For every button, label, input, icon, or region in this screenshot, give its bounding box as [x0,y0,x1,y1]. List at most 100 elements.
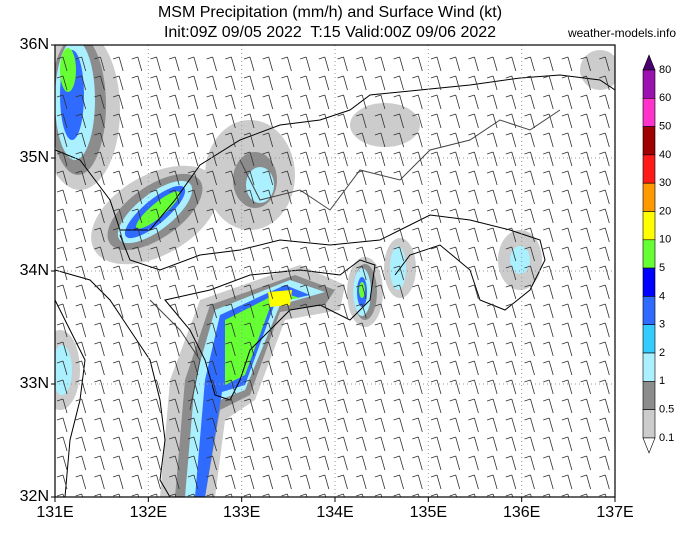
wind-barb [169,246,180,262]
lon-label: 137E [596,504,633,521]
wind-barb [505,341,517,357]
wind-barb [262,170,274,186]
wind-barb [543,398,554,414]
wind-barb [262,284,274,300]
wind-barb [262,303,274,319]
wind-barb [561,246,573,262]
wind-barb [243,379,255,395]
wind-barb [393,170,404,186]
wind-barb [150,417,161,433]
wind-barb [281,208,292,224]
wind-barb [169,132,180,148]
wind-barb [505,132,517,148]
wind-barb [225,360,236,376]
lon-label: 133E [223,504,260,521]
wind-barb [543,75,554,91]
wind-barb [505,322,517,338]
wind-barb [94,360,105,376]
wind-barb [580,436,591,452]
wind-barb [131,151,143,167]
wind-barb [112,360,124,376]
wind-barb [543,189,554,205]
wind-barb [543,151,554,167]
wind-barb [75,360,87,376]
wind-barb [580,56,591,72]
wind-barb [486,341,498,357]
wind-barb [243,474,255,490]
wind-barb [225,246,236,262]
wind-barb [412,246,423,262]
wind-barb [281,246,292,262]
wind-barb [356,436,367,452]
wind-barb [449,436,461,452]
wind-barb [187,360,199,376]
wind-barb [131,398,143,414]
wind-barb [75,170,87,186]
wind-barb [243,94,255,110]
wind-barb [94,493,102,497]
lat-label: 33N [20,375,49,392]
wind-barb [486,189,498,205]
wind-barb [468,455,479,471]
wind-barb [599,189,610,205]
wind-barb [299,265,311,281]
wind-barb [599,322,610,338]
wind-barb [412,151,423,167]
wind-barb [94,474,105,490]
wind-barb [131,303,143,319]
wind-barb [524,113,535,129]
wind-barb [318,284,330,300]
wind-barb [206,113,217,129]
wind-barb [561,132,573,148]
colorbar-swatch [642,98,656,127]
wind-barb [131,113,143,129]
wind-barb [75,208,87,224]
wind-barb [393,360,404,376]
wind-barb [243,322,255,338]
wind-barb [468,208,479,224]
wind-barb [94,56,105,72]
wind-barb [468,151,479,167]
wind-barb [225,113,236,129]
wind-barb [374,379,386,395]
wind-barb [243,455,255,471]
wind-barb [412,474,423,490]
wind-barb [561,436,573,452]
wind-barb [374,265,386,281]
wind-barb [169,474,180,490]
wind-barb [112,493,121,497]
wind-barb [524,246,535,262]
wind-barb [243,132,255,148]
wind-barb [393,94,404,110]
wind-barb [524,455,535,471]
wind-barb [318,265,330,281]
wind-barb [356,75,367,91]
wind-barb [112,474,124,490]
wind-barb [169,303,180,319]
wind-barb [543,227,554,243]
wind-barb [561,398,573,414]
wind-barb [206,360,217,376]
wind-barb [169,379,180,395]
wind-barb [112,436,124,452]
wind-barb [468,189,479,205]
wind-barb [243,436,255,452]
wind-barb [169,170,180,186]
wind-barb [412,132,423,148]
wind-barb [599,246,610,262]
wind-barb [337,132,348,148]
wind-barb [262,322,274,338]
wind-barb [505,284,517,300]
wind-barb [187,379,199,395]
wind-barb [580,493,588,497]
wind-barb [131,265,143,281]
wind-barb [412,227,423,243]
wind-barb [337,113,348,129]
wind-barb [243,56,255,72]
wind-barb [318,303,330,319]
wind-barb [206,75,217,91]
wind-barb [169,75,180,91]
wind-barb [75,75,87,91]
wind-barb [56,189,68,205]
wind-barb [580,208,591,224]
